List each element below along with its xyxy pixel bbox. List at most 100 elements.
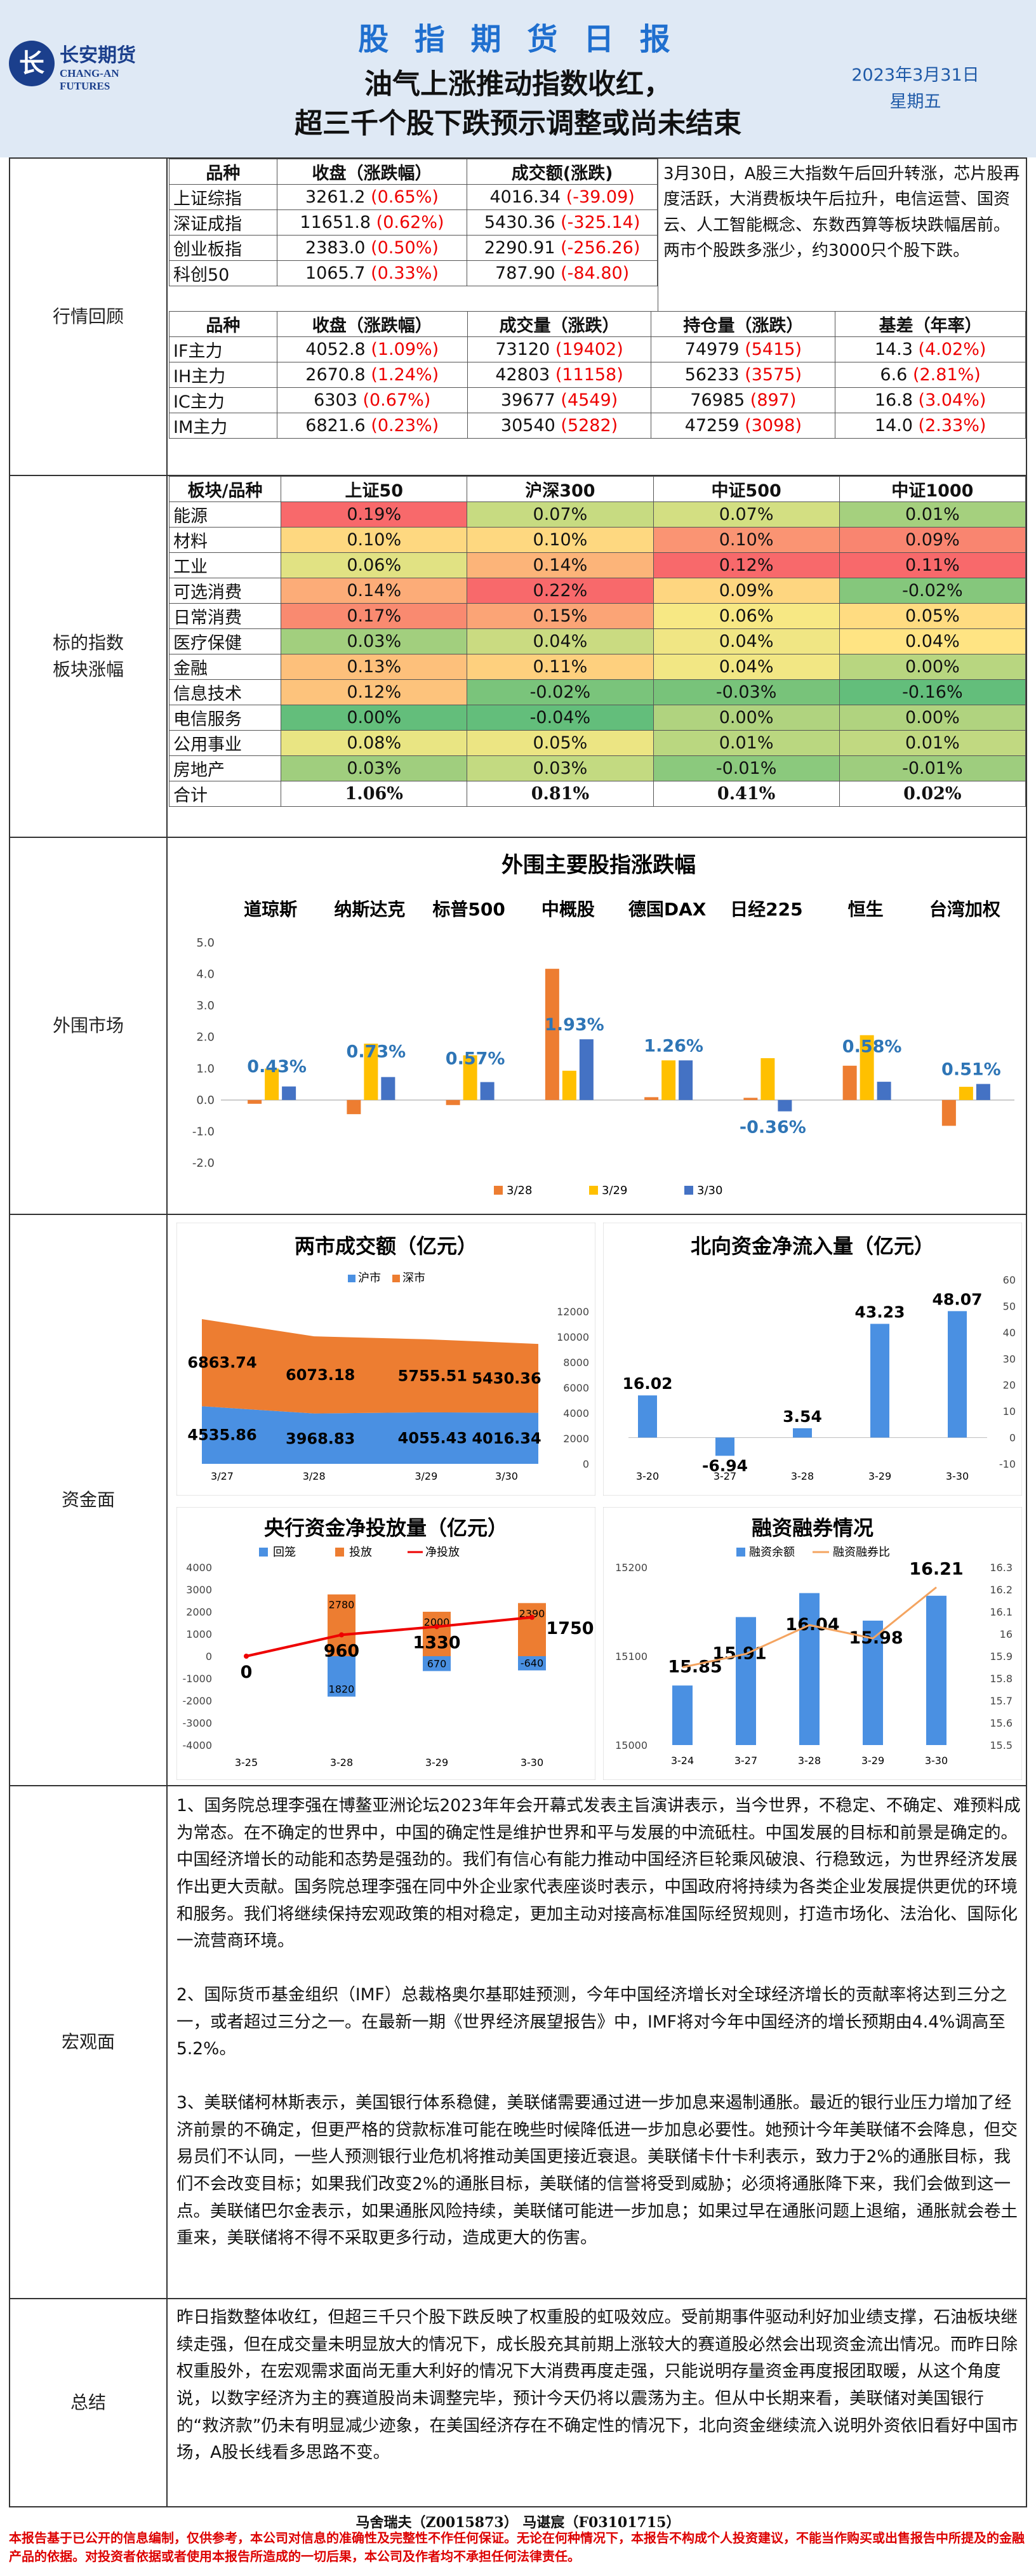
bar-3-28	[446, 1099, 460, 1105]
futures-oi: 47259 (3098)	[651, 413, 836, 439]
sector-value: 0.08%	[347, 733, 402, 753]
turnover-chart: 两市成交额（亿元） 沪市 深市 12000 10000 8000 6000 4000 2000 0…	[176, 1223, 595, 1496]
data-label-sz: 5755.51	[398, 1367, 467, 1384]
net-line	[246, 1616, 533, 1657]
disclaimer: 本报告基于已公开的信息编制，仅供参考，本公司对信息的准确性及完整性不作任何保证。…	[9, 2530, 1025, 2564]
volume-change: (5282)	[561, 416, 618, 435]
col-header: 成交量（涨跌）	[467, 311, 652, 337]
y-tick-label: 20	[1003, 1379, 1016, 1391]
inject-bar	[423, 1612, 451, 1656]
sector-cell: 0.06%	[653, 603, 840, 629]
futures-close: 4052.8 (1.09%)	[276, 336, 468, 362]
category-label: 纳斯达克	[334, 899, 405, 920]
sector-name: 工业	[168, 552, 282, 578]
oi-value: 74979	[684, 340, 740, 359]
macro-paragraph: 1、国务院总理李强在博鳌亚洲论坛2023年年会开幕式发表主旨演讲表示，当今世界，…	[176, 1796, 1021, 1951]
sector-cell: 0.11%	[467, 654, 654, 680]
category-label: 日经225	[730, 899, 802, 920]
futures-name: IF主力	[169, 336, 277, 362]
index-close: 1065.7 (0.33%)	[276, 260, 468, 286]
sector-cell: 0.01%	[653, 730, 840, 756]
sector-value: 0.07%	[719, 505, 774, 524]
y-tick-label: 1.0	[196, 1062, 215, 1075]
sector-value: 0.03%	[347, 759, 402, 778]
x-tick-label: 3-25	[235, 1756, 258, 1769]
data-label: 3.54	[783, 1407, 822, 1426]
sector-name-text: 可选消费	[173, 583, 242, 602]
bar	[715, 1437, 734, 1456]
balance-bar	[926, 1595, 946, 1745]
futures-basis: 6.6 (2.81%)	[835, 362, 1026, 388]
data-label: 0.57%	[446, 1049, 505, 1069]
funds-section: 资金面 两市成交额（亿元） 沪市 深市 12000 10000 8000 6000 4000 2…	[9, 1215, 1027, 1786]
y-tick-label: -4000	[183, 1739, 213, 1751]
index-turnover: 787.90 (-84.80)	[467, 260, 658, 286]
bar	[793, 1428, 812, 1438]
col-header: 收盘（涨跌幅）	[276, 311, 468, 337]
sector-cell: 0.06%	[281, 552, 468, 578]
legend-swatch	[392, 1275, 400, 1282]
authors: 马舍瑞夫（Z0015873） 马谌宸（F03101715）	[355, 2514, 681, 2531]
bar-3-29	[661, 1060, 676, 1100]
sector-value: 0.14%	[533, 555, 588, 575]
sector-name: 能源	[168, 501, 282, 528]
x-tick-label: 3/29	[415, 1470, 437, 1482]
macro-paragraph: 3、美联储柯林斯表示，美国银行体系稳健，美联储需要通过进一步加息来遏制通胀。最近…	[176, 2092, 1018, 2248]
withdraw-bar	[518, 1656, 546, 1671]
pct-change: (0.50%)	[371, 238, 439, 258]
pct-change: (1.24%)	[371, 365, 439, 385]
index-close: 11651.8 (0.62%)	[276, 209, 468, 236]
sector-cell: 0.00%	[839, 654, 1026, 680]
bar-3-30	[579, 1039, 594, 1100]
data-label-sh: 4016.34	[472, 1430, 541, 1447]
section-label-summary: 总结	[10, 2299, 168, 2506]
col-header: 沪深300	[467, 476, 654, 502]
sector-cell: 0.00%	[839, 705, 1026, 731]
headline-line-1: 油气上涨推动指数收红，	[364, 68, 672, 100]
summary-text: 昨日指数整体收红，但超三千只个股下跌反映了权重股的虹吸效应。受前期事件驱动利好加…	[176, 2307, 1018, 2463]
sector-cell: 0.12%	[281, 679, 468, 705]
section-label-macro: 宏观面	[10, 1786, 168, 2298]
y-tick-label-left: 15200	[615, 1562, 648, 1574]
y-tick-label: 60	[1003, 1274, 1016, 1286]
bar	[638, 1395, 657, 1438]
x-tick-label: 3-27	[734, 1755, 757, 1767]
sector-cell: 0.08%	[281, 730, 468, 756]
x-tick-label: 3-28	[791, 1470, 814, 1482]
futures-basis: 14.3 (4.02%)	[835, 336, 1026, 362]
sector-value: 0.06%	[347, 555, 402, 575]
net-label: 960	[324, 1641, 359, 1661]
index-close: 3261.2 (0.65%)	[276, 184, 468, 210]
close-value: 6821.6	[305, 416, 366, 435]
sector-name-text: 公用事业	[173, 735, 242, 755]
category-label: 标普500	[432, 899, 505, 920]
sector-value: -0.02%	[529, 682, 591, 702]
y-tick-label: 3000	[186, 1584, 212, 1596]
sector-name: 医疗保健	[168, 628, 282, 654]
net-point	[529, 1614, 535, 1620]
amount-value: 787.90	[495, 263, 555, 283]
sector-cell: -0.01%	[653, 755, 840, 781]
company-logo: 长 长安期货 CHANG-AN FUTURES	[9, 38, 168, 95]
y-tick-label-right: 16.3	[990, 1562, 1013, 1574]
sector-cell: 0.12%	[653, 552, 840, 578]
net-label: 0	[241, 1663, 253, 1682]
bar	[870, 1324, 889, 1438]
y-tick-label: 10000	[557, 1331, 589, 1343]
sector-cell: 0.13%	[281, 654, 468, 680]
oi-value: 76985	[690, 390, 745, 410]
macro-section: 宏观面 1、国务院总理李强在博鳌亚洲论坛2023年年会开幕式发表主旨演讲表示，当…	[9, 1786, 1027, 2299]
sector-value: 0.06%	[719, 606, 774, 626]
futures-name: IC主力	[169, 387, 277, 413]
ratio-line	[682, 1586, 937, 1668]
legend-label: 融资余额	[749, 1546, 795, 1559]
y-tick-label: -10	[999, 1458, 1016, 1470]
bar-3-28	[248, 1099, 262, 1104]
bar-3-28	[842, 1065, 857, 1100]
bar	[948, 1311, 967, 1438]
x-tick-label: 3-29	[861, 1755, 884, 1767]
sector-name: 电信服务	[168, 705, 282, 731]
y-tick-label: 0	[1009, 1432, 1016, 1444]
y-tick-label: 8000	[563, 1357, 589, 1369]
col-header: 中证500	[653, 476, 840, 502]
